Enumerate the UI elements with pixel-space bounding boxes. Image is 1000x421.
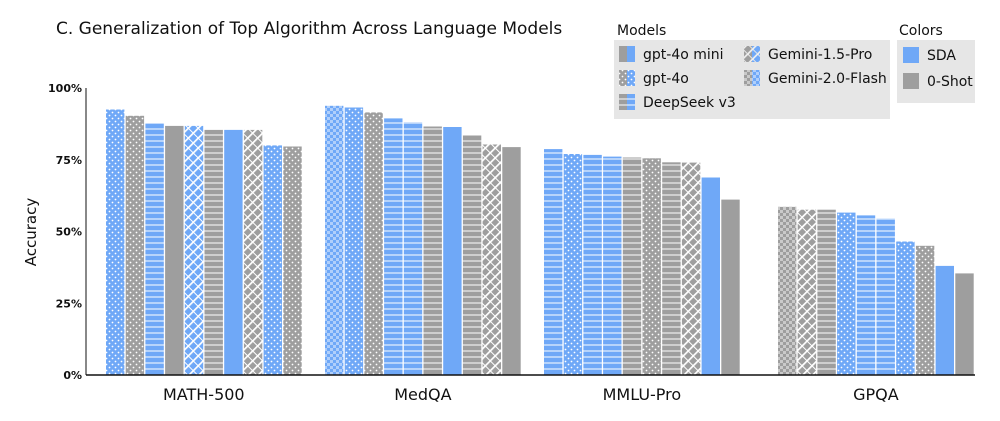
- legend-swatch: [619, 94, 627, 110]
- bar: [165, 125, 184, 376]
- bar: [462, 134, 482, 375]
- x-tick-label: MedQA: [394, 385, 451, 404]
- bar: [184, 125, 204, 376]
- legend-label: DeepSeek v3: [643, 95, 736, 111]
- legend-label: gpt-4o: [643, 71, 689, 87]
- bar: [224, 129, 243, 375]
- bar: [106, 109, 125, 375]
- bar: [544, 149, 563, 375]
- bar: [701, 177, 720, 375]
- legend-swatch: [903, 47, 919, 63]
- bar: [204, 129, 223, 375]
- legend-swatch: [619, 70, 627, 86]
- bar: [955, 273, 974, 375]
- bar: [344, 107, 364, 375]
- bar: [325, 105, 344, 376]
- bar: [778, 206, 797, 375]
- bar: [721, 199, 740, 375]
- legend-swatch: [619, 46, 627, 62]
- legend-item-gemini-2-0-flash: Gemini-2.0-Flash: [744, 70, 887, 87]
- bar-group-medqa: [325, 105, 521, 376]
- y-tick-label: 75%: [56, 154, 82, 167]
- bar: [681, 162, 701, 375]
- y-tick-label: 50%: [56, 226, 82, 239]
- x-tick-label: MMLU-Pro: [603, 385, 682, 404]
- legend-models-title: Models: [617, 23, 666, 39]
- bar: [563, 154, 583, 375]
- bar: [856, 215, 876, 375]
- legend-label: gpt-4o mini: [643, 47, 724, 63]
- bar: [642, 158, 661, 375]
- legend-swatch: [627, 70, 635, 86]
- bar: [797, 209, 817, 375]
- bar: [837, 212, 856, 375]
- y-tick-label: 25%: [56, 297, 82, 310]
- legend-item-0-shot: 0-Shot: [903, 73, 973, 90]
- bar: [443, 127, 462, 375]
- legend-label: 0-Shot: [927, 74, 973, 90]
- bar: [876, 218, 895, 375]
- x-tick-label: MATH-500: [163, 385, 245, 404]
- bar-group-mmlu-pro: [544, 149, 740, 375]
- y-axis-label: Accuracy: [22, 198, 40, 267]
- bar: [583, 154, 602, 375]
- bar: [243, 129, 263, 375]
- bar: [145, 123, 164, 375]
- legend-swatch: [744, 70, 752, 86]
- legend-item-deepseek-v3: DeepSeek v3: [619, 94, 736, 111]
- bar-group-gpqa: [778, 206, 974, 375]
- legend-colors-title: Colors: [899, 23, 943, 39]
- legend-label: Gemini-2.0-Flash: [768, 71, 887, 87]
- bar: [482, 144, 501, 375]
- legend-swatch: [744, 46, 752, 62]
- x-tick-label: GPQA: [853, 385, 899, 404]
- legend-item-sda: SDA: [903, 47, 956, 64]
- y-tick-label: 0%: [63, 369, 82, 382]
- x-axis-labels: MATH-500 MedQA MMLU-Pro GPQA: [163, 385, 899, 404]
- bar: [403, 122, 423, 375]
- bar: [125, 115, 145, 376]
- bar: [896, 241, 915, 375]
- legend-item-gpt-4o: gpt-4o: [619, 70, 689, 87]
- bar: [423, 126, 442, 375]
- legend-swatch: [627, 46, 635, 62]
- bar: [364, 112, 383, 376]
- legend-swatch: [903, 73, 919, 89]
- legend-swatch: [752, 70, 760, 86]
- legend-colors: Colors SDA 0-Shot: [897, 23, 975, 103]
- bar: [915, 245, 935, 375]
- legend-label: SDA: [927, 48, 956, 64]
- bar: [263, 145, 282, 375]
- legend-label: Gemini-1.5-Pro: [768, 47, 872, 63]
- bar: [622, 157, 642, 375]
- bar-group-math-500: [106, 109, 302, 376]
- bar: [502, 147, 521, 375]
- bar: [935, 265, 954, 375]
- legend-item-gpt-4o-mini: gpt-4o mini: [619, 46, 724, 63]
- legend-models: Models gpt-4o mini Gemini-1.5-Pro gpt-4o Ge…: [614, 23, 890, 119]
- y-tick-label: 100%: [48, 82, 82, 95]
- bar: [384, 118, 403, 376]
- bar: [817, 209, 836, 375]
- bar: [603, 156, 622, 375]
- bar-groups: [106, 105, 974, 376]
- legend-swatch: [627, 94, 635, 110]
- legend-swatch: [752, 46, 760, 62]
- bar: [662, 162, 681, 375]
- legend-item-gemini-1-5-pro: Gemini-1.5-Pro: [744, 46, 872, 63]
- bar: [283, 146, 302, 375]
- y-axis-ticks: 0% 25% 50% 75% 100%: [48, 82, 82, 382]
- chart-title: C. Generalization of Top Algorithm Acros…: [56, 19, 562, 39]
